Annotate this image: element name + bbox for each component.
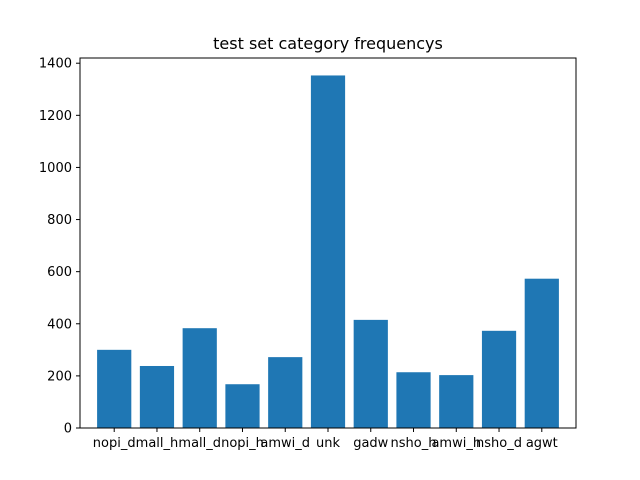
bar-agwt	[524, 278, 559, 428]
bar-nopi_h	[225, 384, 260, 428]
y-tick-label: 200	[47, 369, 72, 384]
x-tick-label: unk	[316, 436, 340, 451]
x-tick-label: mall_d	[178, 436, 221, 451]
y-tick-label: 0	[64, 422, 72, 437]
bar-amwi_h	[439, 375, 474, 428]
bar-nsho_h	[396, 372, 431, 428]
chart-title: test set category frequencys	[213, 34, 443, 53]
bar-gadw	[353, 319, 388, 428]
x-tick-label: amwi_h	[431, 436, 481, 451]
bar-nopi_d	[97, 349, 132, 428]
bar-mall_h	[139, 365, 175, 428]
y-tick-label: 800	[47, 213, 72, 228]
plot-frame	[79, 57, 577, 429]
x-tick-label: mall_h	[136, 436, 179, 451]
y-tick-label: 1200	[39, 109, 72, 124]
bars-group	[97, 75, 559, 429]
y-tick-label: 1000	[39, 161, 72, 176]
x-tick-label: amwi_d	[260, 436, 310, 451]
bar-nsho_d	[481, 330, 517, 428]
y-tick-label: 400	[47, 317, 72, 332]
bar-mall_d	[182, 328, 217, 428]
x-tick-label: agwt	[526, 436, 558, 451]
bar-unk	[310, 75, 346, 429]
x-tick-label: nsho_h	[391, 436, 437, 451]
x-tick-label: nopi_d	[93, 436, 136, 451]
x-tick-label: nopi_h	[221, 436, 264, 451]
x-tick-label: nsho_d	[476, 436, 522, 451]
bar-amwi_d	[268, 357, 303, 428]
y-tick-label: 600	[47, 265, 72, 280]
x-tick-label: gadw	[353, 436, 388, 451]
y-tick-label: 1400	[39, 57, 72, 72]
y-axis: 0 200 400 600 800 1000 1200 1400	[39, 57, 80, 437]
